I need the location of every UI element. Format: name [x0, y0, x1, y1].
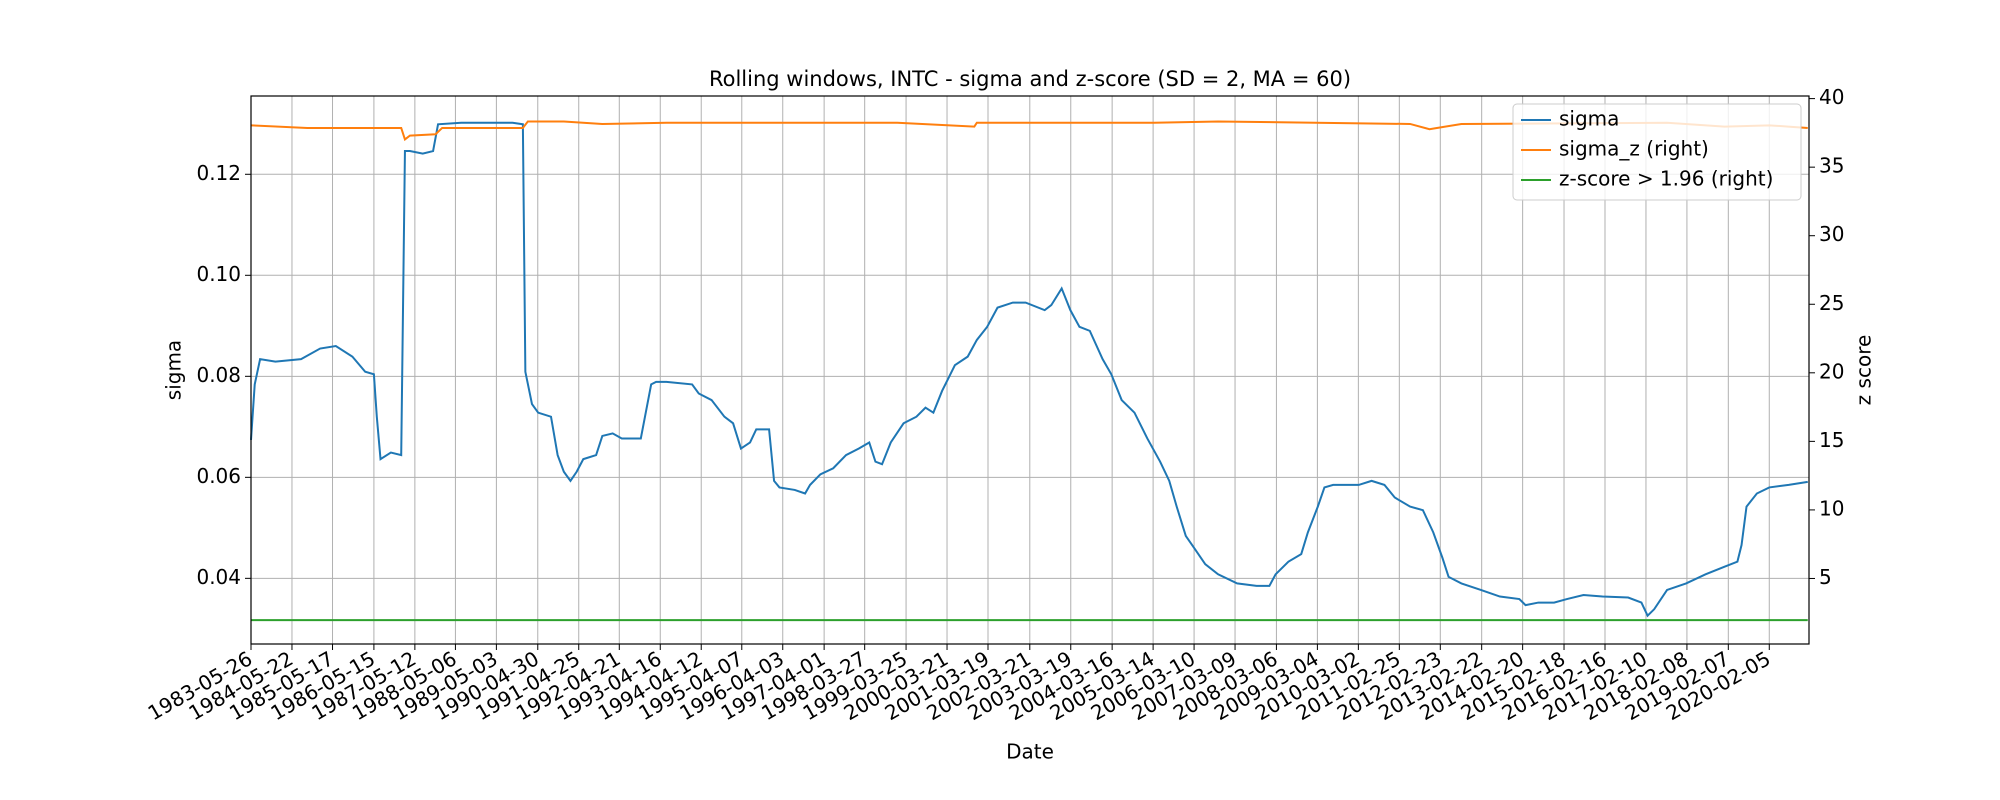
y2-tick-label: 30: [1819, 222, 1844, 246]
legend-box: [1512, 103, 1802, 201]
y-tick-label: 0.12: [196, 161, 241, 185]
y-tick-label: 0.08: [196, 363, 241, 387]
y-tick-label: 0.04: [196, 565, 241, 589]
y-tick-label: 0.06: [196, 464, 241, 488]
y2-tick-label: 15: [1819, 428, 1844, 452]
series-line: [250, 120, 1808, 142]
legend-label: z-score > 1.96 (right): [1559, 167, 1773, 191]
y2-tick-label: 40: [1819, 85, 1844, 109]
y2-tick-label: 35: [1819, 154, 1844, 178]
y2-tick-label: 10: [1819, 496, 1844, 520]
y2-tick-label: 25: [1819, 291, 1844, 315]
y2-axis-label: z score: [1852, 335, 1876, 406]
y-tick-label: 0.10: [196, 262, 241, 286]
chart-title: Rolling windows, INTC - sigma and z-scor…: [709, 67, 1351, 91]
y2-tick-label: 20: [1819, 359, 1844, 383]
series-line: [250, 121, 1808, 618]
y2-tick-label: 5: [1819, 565, 1832, 589]
y-axis-label: sigma: [162, 340, 186, 400]
x-axis-label: Date: [1006, 740, 1054, 764]
plot-frame: [250, 95, 1810, 645]
legend-label: sigma_z (right): [1559, 137, 1709, 161]
legend-label: sigma: [1559, 107, 1619, 131]
